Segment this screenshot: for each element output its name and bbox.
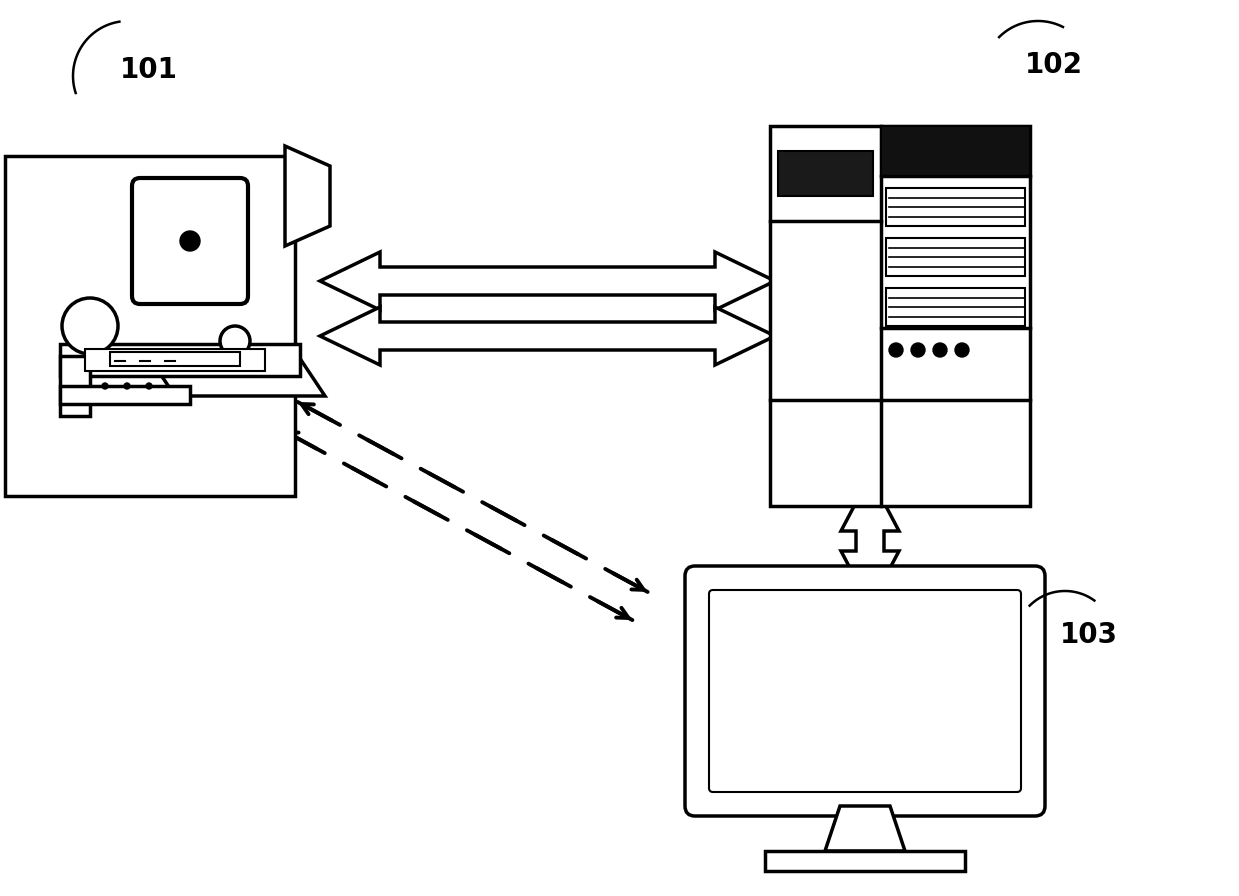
FancyBboxPatch shape xyxy=(769,126,1030,506)
FancyBboxPatch shape xyxy=(110,352,240,366)
Polygon shape xyxy=(825,806,904,851)
Text: 103: 103 xyxy=(1061,621,1118,649)
FancyBboxPatch shape xyxy=(881,126,1030,176)
Circle shape xyxy=(955,343,969,357)
Circle shape xyxy=(933,343,947,357)
Circle shape xyxy=(102,383,108,389)
Circle shape xyxy=(911,343,926,357)
Polygon shape xyxy=(145,351,325,396)
Circle shape xyxy=(890,343,903,357)
Circle shape xyxy=(146,383,152,389)
FancyBboxPatch shape xyxy=(133,178,248,304)
FancyBboxPatch shape xyxy=(886,288,1025,326)
Circle shape xyxy=(124,383,130,389)
Polygon shape xyxy=(841,476,900,606)
Circle shape xyxy=(62,298,118,354)
Text: 102: 102 xyxy=(1025,51,1083,79)
FancyBboxPatch shape xyxy=(886,238,1025,276)
FancyBboxPatch shape xyxy=(685,566,1044,816)
FancyBboxPatch shape xyxy=(764,851,965,871)
Text: 101: 101 xyxy=(120,56,178,84)
FancyBboxPatch shape xyxy=(59,386,190,404)
Circle shape xyxy=(180,231,199,251)
Circle shape xyxy=(221,326,250,356)
FancyBboxPatch shape xyxy=(886,188,1025,226)
FancyBboxPatch shape xyxy=(709,590,1021,792)
Polygon shape xyxy=(285,146,330,246)
Polygon shape xyxy=(320,252,776,310)
FancyBboxPatch shape xyxy=(59,356,90,416)
FancyBboxPatch shape xyxy=(778,151,873,196)
FancyBboxPatch shape xyxy=(5,156,295,496)
Polygon shape xyxy=(320,307,776,365)
FancyBboxPatch shape xyxy=(59,344,300,376)
FancyBboxPatch shape xyxy=(85,349,265,371)
